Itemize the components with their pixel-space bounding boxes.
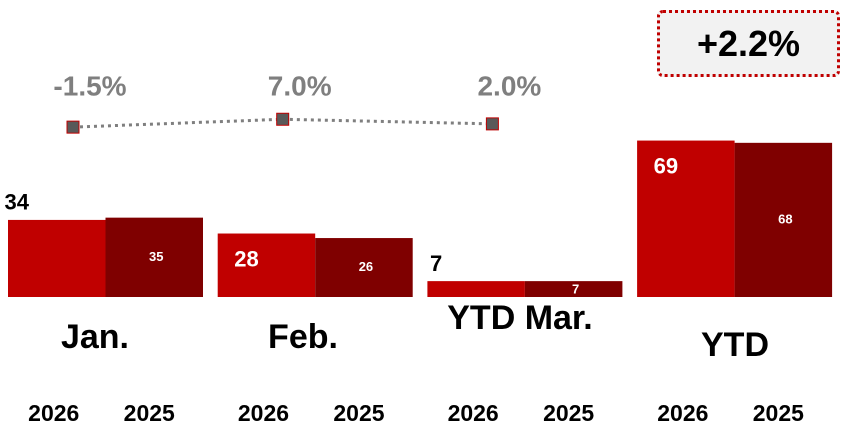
- bar: [734, 142, 833, 297]
- growth-label: 7.0%: [268, 70, 332, 101]
- value-label: 35: [149, 249, 163, 264]
- growth-marker: [485, 117, 499, 131]
- bar: [217, 233, 316, 297]
- legend-label: 2025: [124, 400, 175, 426]
- growth-marker: [66, 120, 80, 134]
- category-label: Feb.: [268, 318, 338, 356]
- bar: [315, 238, 413, 297]
- value-label: 68: [778, 211, 792, 226]
- category-label: Jan.: [60, 318, 130, 356]
- bar: [105, 217, 203, 297]
- legend-label: 2025: [753, 400, 804, 426]
- bar: [8, 219, 106, 297]
- value-label: 7: [572, 282, 579, 297]
- legend-label: 2025: [543, 400, 594, 426]
- category-label: YTD: [701, 326, 769, 364]
- annotation: +2.2%: [657, 10, 840, 77]
- growth-label: -1.5%: [53, 70, 126, 101]
- legend-label: 2026: [448, 400, 499, 426]
- bar: [637, 140, 735, 297]
- growth-label: 2.0%: [477, 70, 541, 101]
- value-label: 26: [359, 259, 373, 274]
- category-label: YTD Mar.: [447, 299, 593, 337]
- growth-marker: [276, 112, 290, 126]
- value-label: 34: [5, 190, 30, 215]
- value-label: 7: [430, 251, 442, 276]
- value-label: 69: [654, 153, 678, 178]
- legend-label: 2026: [657, 400, 708, 426]
- legend-label: 2025: [333, 400, 384, 426]
- legend-label: 2026: [28, 400, 79, 426]
- legend-label: 2026: [238, 400, 289, 426]
- bar: [427, 281, 525, 297]
- bar: [524, 281, 623, 297]
- value-label: 28: [234, 246, 258, 271]
